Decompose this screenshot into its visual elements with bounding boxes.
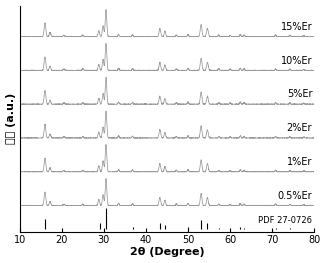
Text: 1%Er: 1%Er [287, 157, 312, 167]
Text: 2%Er: 2%Er [287, 123, 312, 133]
Text: 15%Er: 15%Er [281, 22, 312, 32]
X-axis label: 2θ (Degree): 2θ (Degree) [130, 247, 204, 257]
Y-axis label: 强度 (a.u.): 强度 (a.u.) [6, 93, 16, 144]
Text: 0.5%Er: 0.5%Er [278, 191, 312, 201]
Text: PDF 27-0726: PDF 27-0726 [258, 216, 312, 225]
Text: 5%Er: 5%Er [287, 89, 312, 99]
Text: 10%Er: 10%Er [281, 55, 312, 65]
